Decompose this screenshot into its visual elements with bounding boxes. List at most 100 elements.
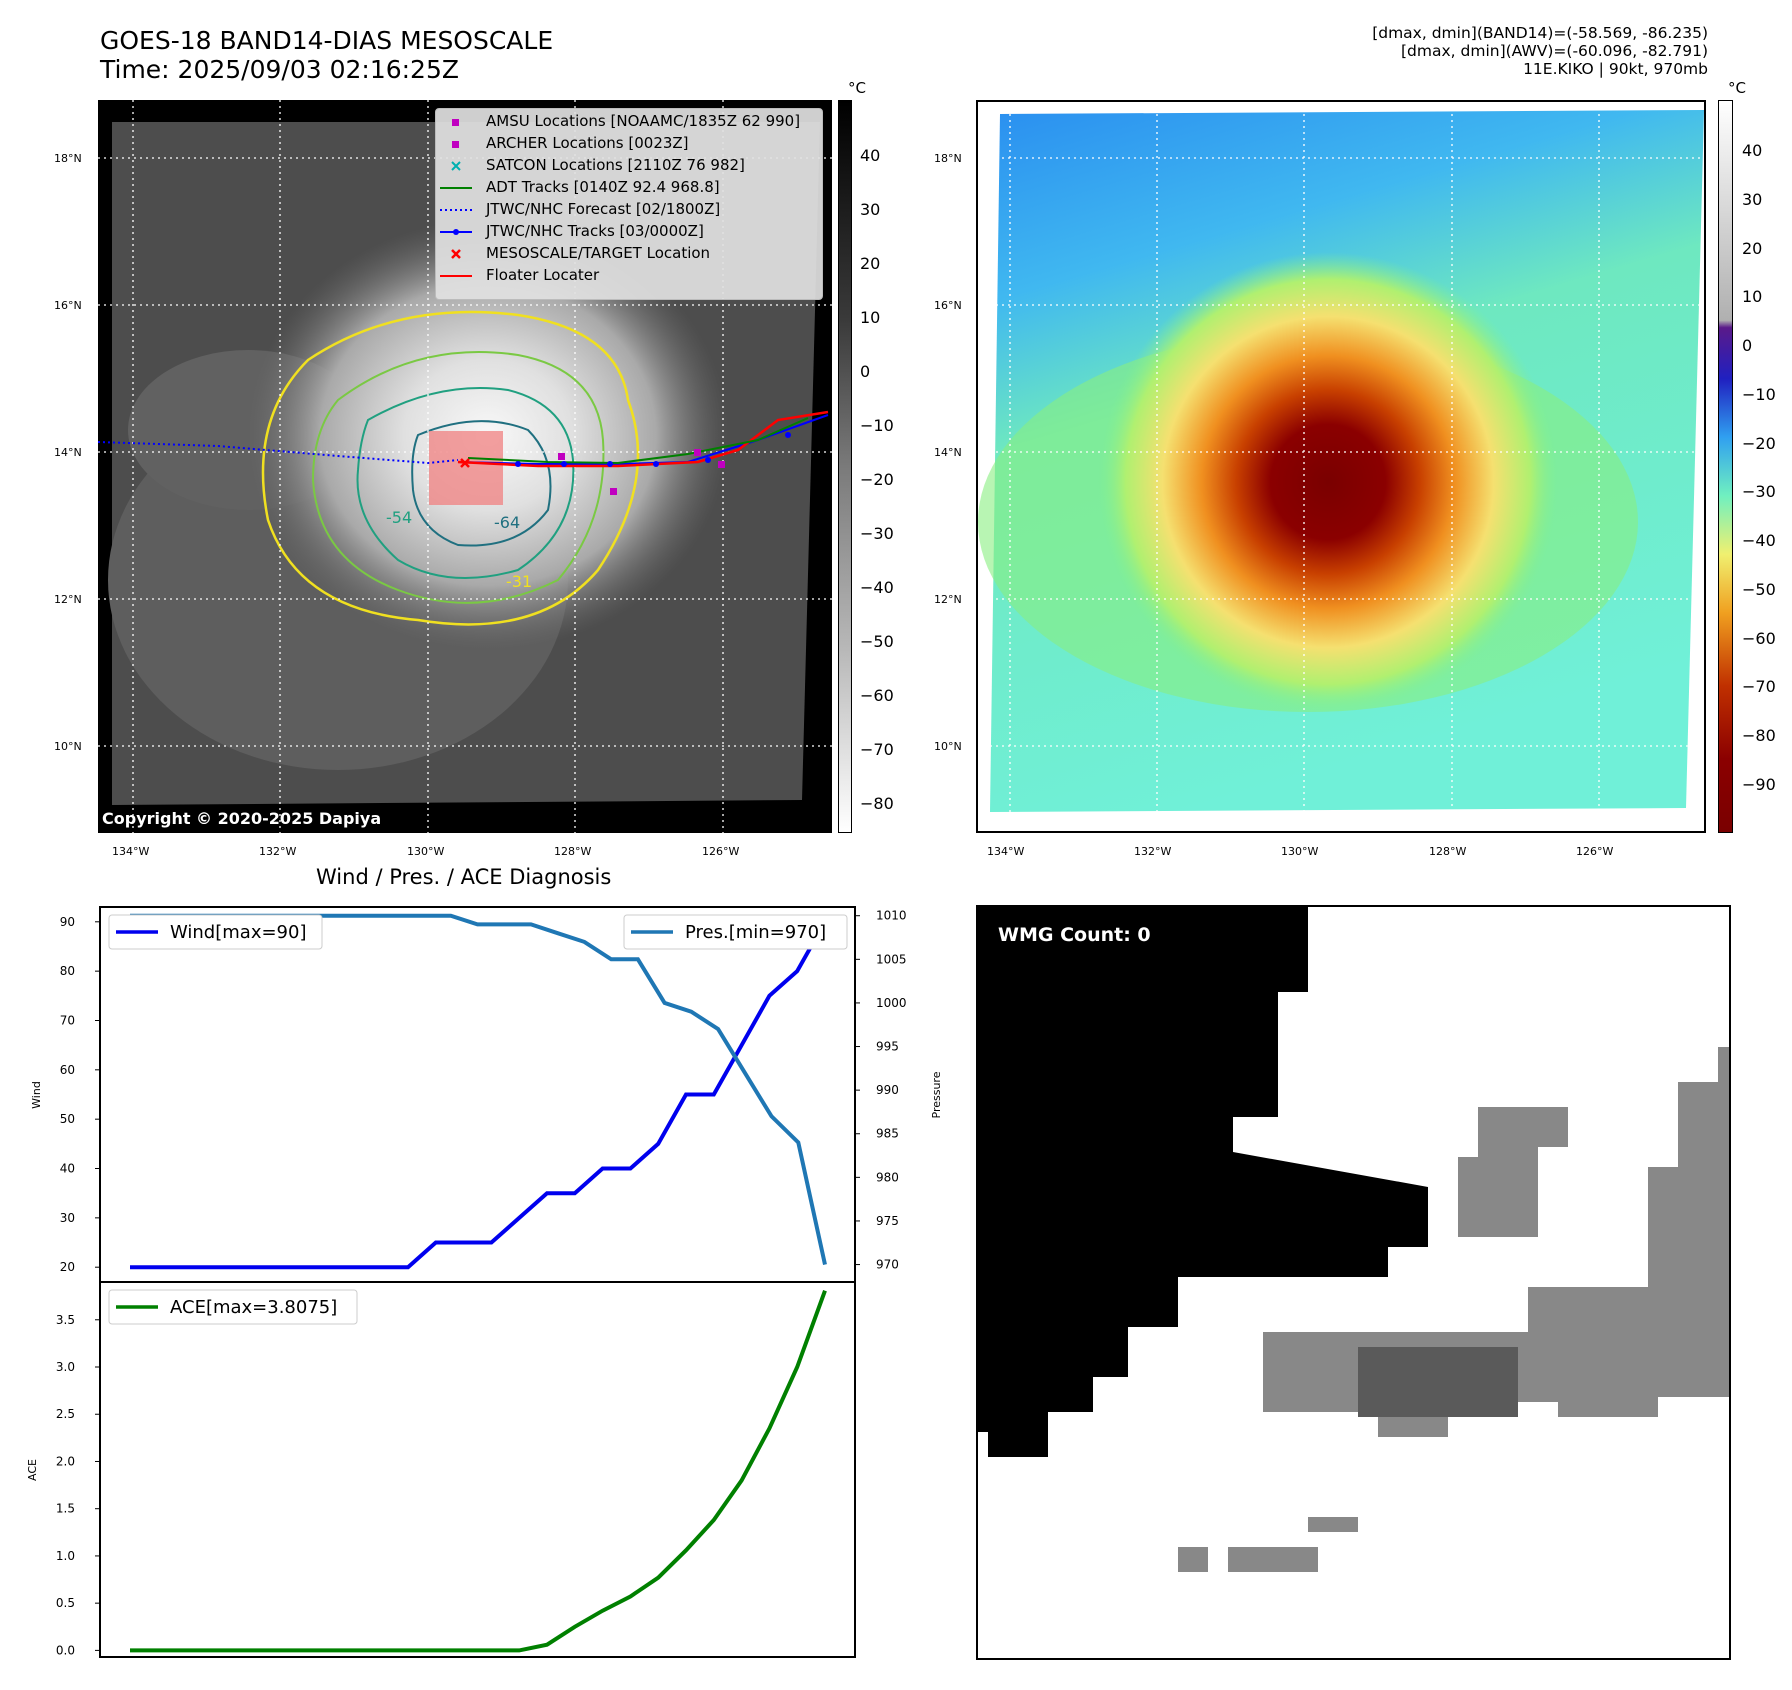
wmg-dark-region: [1358, 1347, 1518, 1417]
adt-track: [467, 417, 809, 465]
contour-green: [311, 351, 605, 604]
ace-legend-label: ACE[max=3.8075]: [170, 1297, 337, 1318]
lon-tick: 128°W: [554, 845, 592, 858]
wind-tick-label: 70: [60, 1013, 75, 1027]
contour-label: -64: [494, 513, 520, 532]
legend-x-icon: [451, 161, 461, 171]
ace-tick-label: 0.5: [56, 1596, 75, 1610]
colorbar-tick: −40: [1742, 531, 1776, 550]
lon-tick: 134°W: [112, 845, 150, 858]
mesoscale-target-box: [429, 431, 503, 505]
colorbar-tick: 0: [1742, 336, 1753, 355]
legend-dotted-line-icon: [440, 209, 472, 211]
ir-map-panel: -54 -64 -31 Copyright © 2020-2025 Dapiya…: [98, 100, 832, 833]
gray-colorbar: [838, 100, 852, 833]
colorbar-tick: 30: [1742, 190, 1763, 209]
amsu-points: [558, 449, 725, 495]
contour-teal: [356, 387, 575, 579]
colorbar-tick: −70: [860, 740, 894, 759]
contour-label: -54: [386, 508, 412, 527]
pressure-tick-label: 970: [876, 1258, 899, 1272]
lon-tick: 132°W: [1134, 845, 1172, 858]
wmg-svg: [978, 907, 1729, 1572]
colorbar-tick: 40: [1742, 141, 1763, 160]
wind-tick-label: 80: [60, 964, 75, 978]
ace-axes: [99, 1281, 856, 1658]
legend-line-dot-icon: [440, 229, 472, 235]
stats-block: [dmax, dmin](BAND14)=(-58.569, -86.235) …: [1372, 24, 1708, 78]
legend-line-icon: [440, 275, 472, 277]
ace-tick-label: 1.5: [56, 1502, 75, 1516]
track-points: [515, 432, 791, 467]
pressure-axis-label: Pressure: [930, 1071, 940, 1118]
lon-tick: 132°W: [259, 845, 297, 858]
wmg-panel: WMG Count: 0: [976, 905, 1731, 1660]
colorbar-tick: 30: [860, 200, 881, 219]
colorbar-tick: 10: [1742, 287, 1763, 306]
contour-dark-teal: [411, 420, 552, 547]
colorbar-tick: −10: [1742, 385, 1776, 404]
diagnosis-chart: 20 30 40 50 60 70 80 90 970 975 980 985 990 995 1000 10…: [26, 906, 940, 1658]
ace-tick-label: 0.0: [56, 1643, 75, 1657]
legend-square-icon: [452, 141, 459, 148]
legend-square-icon: [452, 119, 459, 126]
ace-axis-label: ACE: [26, 1459, 39, 1481]
wind-tick-label: 60: [60, 1063, 75, 1077]
copyright-label: Copyright © 2020-2025 Dapiya: [102, 809, 382, 828]
wind-series-line: [130, 920, 827, 1270]
wind-legend: Wind[max=90]: [108, 914, 323, 950]
colorbar-tick: −20: [860, 470, 894, 489]
map-legend: AMSU Locations [NOAAMC/1835Z 62 990] ARC…: [435, 108, 823, 300]
colorbar-tick: 40: [860, 146, 881, 165]
pressure-legend: Pres.[min=970]: [623, 914, 848, 950]
chart-title: GOES-18 BAND14-DIAS MESOSCALE Time: 2025…: [100, 26, 553, 84]
stats-band14: [dmax, dmin](BAND14)=(-58.569, -86.235): [1372, 24, 1708, 42]
colorbar-tick: −30: [860, 524, 894, 543]
wind-legend-label: Wind[max=90]: [170, 922, 307, 943]
title-line-1: GOES-18 BAND14-DIAS MESOSCALE: [100, 26, 554, 55]
contour-yellow: [261, 310, 640, 626]
color-map-panel: [976, 100, 1706, 833]
lon-tick: 126°W: [1576, 845, 1614, 858]
floater-track: [457, 410, 829, 468]
lon-tick: 128°W: [1429, 845, 1467, 858]
colorbar-tick: −50: [1742, 580, 1776, 599]
ace-tick-label: 2.0: [56, 1454, 75, 1468]
lon-tick: 130°W: [407, 845, 445, 858]
ace-tick-label: 1.0: [56, 1549, 75, 1563]
color-colorbar: [1718, 100, 1733, 833]
colorbar-tick: −90: [1742, 775, 1776, 794]
stats-awv: [dmax, dmin](AWV)=(-60.096, -82.791): [1401, 42, 1708, 60]
wind-tick-label: 40: [60, 1162, 75, 1176]
pressure-tick-label: 980: [876, 1170, 899, 1184]
lat-tick: 16°N: [54, 299, 82, 312]
colorbar-tick: −20: [1742, 434, 1776, 453]
pressure-tick-label: 990: [876, 1083, 899, 1097]
wind-tick-label: 50: [60, 1112, 75, 1126]
wind-tick-label: 30: [60, 1211, 75, 1225]
pressure-tick-label: 1005: [876, 952, 907, 966]
lon-tick: 134°W: [987, 845, 1025, 858]
colorbar-tick: −80: [860, 794, 894, 813]
pressure-tick-label: 1010: [876, 909, 907, 923]
wind-axis-label: Wind: [30, 1081, 43, 1109]
lon-tick: 130°W: [1281, 845, 1319, 858]
lat-tick: 14°N: [54, 446, 82, 459]
pressure-tick-label: 995: [876, 1040, 899, 1054]
pressure-tick-label: 985: [876, 1127, 899, 1141]
colorbar-tick: −60: [1742, 629, 1776, 648]
colorbar-tick: −60: [860, 686, 894, 705]
lat-tick: 14°N: [934, 446, 962, 459]
wmg-count-label: WMG Count: 0: [998, 924, 1151, 946]
ace-tick-label: 3.5: [56, 1313, 75, 1327]
wind-pres-axes: [99, 906, 856, 1283]
lat-tick: 18°N: [54, 152, 82, 165]
storm-core: [1098, 252, 1558, 712]
title-line-2: Time: 2025/09/03 02:16:25Z: [100, 55, 459, 84]
storm-info: 11E.KIKO | 90kt, 970mb: [1523, 60, 1708, 78]
diagnosis-title: Wind / Pres. / ACE Diagnosis: [316, 865, 612, 889]
colorbar-tick: −50: [860, 632, 894, 651]
colorbar-tick: 10: [860, 308, 881, 327]
wmg-gray-patch: [1178, 1517, 1358, 1572]
colorbar-tick: −10: [860, 416, 894, 435]
